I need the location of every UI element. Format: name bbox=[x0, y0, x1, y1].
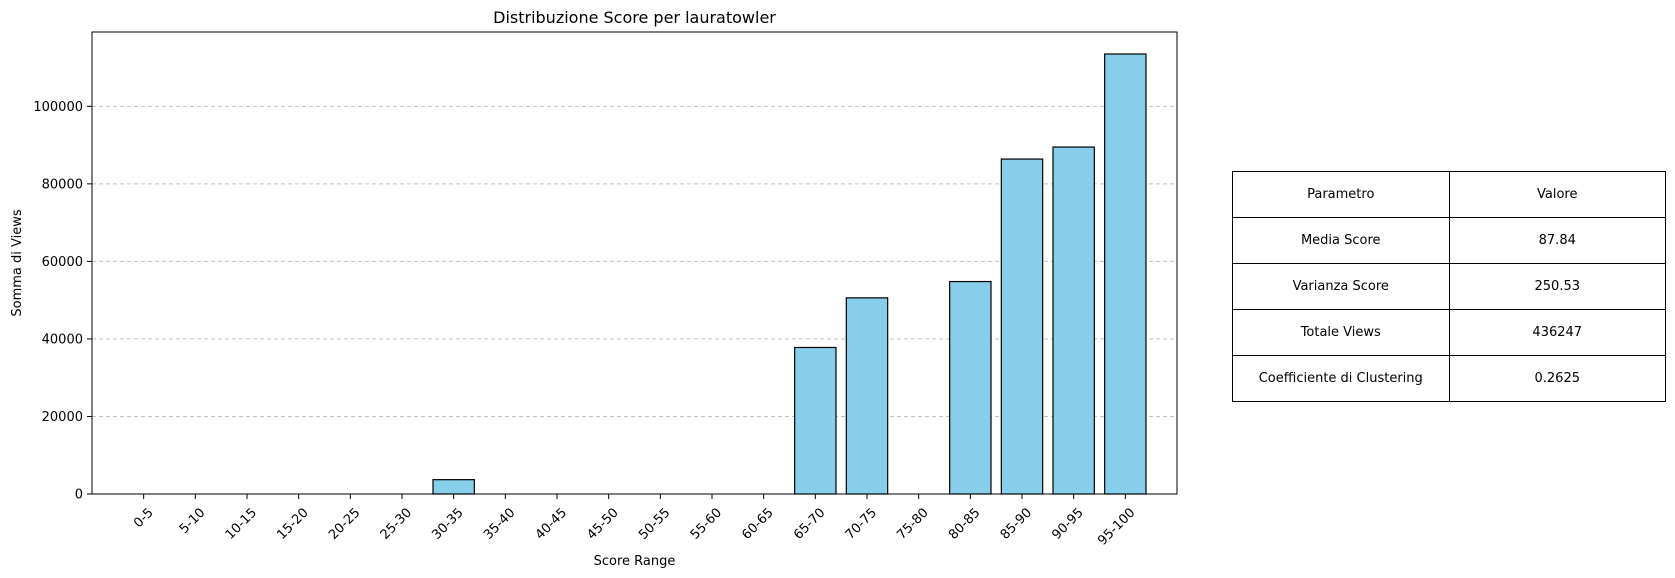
grid-lines bbox=[92, 105, 1177, 417]
x-tick-label: 20-25 bbox=[326, 505, 363, 542]
plot-frame bbox=[91, 31, 1178, 495]
y-axis-label: Somma di Views bbox=[10, 209, 25, 316]
table-cell-value: 250.53 bbox=[1448, 263, 1666, 310]
x-tick-label: 5-10 bbox=[177, 505, 208, 536]
x-tick-label: 25-30 bbox=[378, 505, 415, 542]
table-cell-parameter: Totale Views bbox=[1232, 309, 1450, 356]
table-cell-value: 87.84 bbox=[1448, 217, 1666, 264]
x-tick-label: 55-60 bbox=[688, 505, 725, 542]
bar bbox=[794, 346, 837, 495]
table-cell-value: 0.2625 bbox=[1448, 355, 1666, 402]
table-cell-parameter: Media Score bbox=[1232, 217, 1450, 264]
x-tick-label: 15-20 bbox=[274, 505, 311, 542]
x-tick-label: 0-5 bbox=[131, 505, 157, 531]
y-tick-label: 60000 bbox=[42, 255, 83, 270]
bar bbox=[845, 297, 889, 495]
x-axis-ticks: 0-5 5-10 10-15 15-20 20-25 25-30 30-35 35-40 40-… bbox=[131, 494, 1138, 549]
table-cell-parameter: Varianza Score bbox=[1232, 263, 1450, 310]
bar bbox=[432, 479, 475, 495]
x-tick-label: 10-15 bbox=[223, 505, 260, 542]
table-cell-value: 436247 bbox=[1448, 309, 1666, 356]
y-tick-label: 40000 bbox=[42, 332, 83, 347]
x-tick-label: 40-45 bbox=[533, 505, 570, 542]
bars bbox=[432, 53, 1147, 495]
x-tick-label: 30-35 bbox=[429, 505, 466, 542]
y-tick-label: 0 bbox=[75, 488, 83, 503]
x-tick-label: 65-70 bbox=[791, 505, 828, 542]
bar bbox=[1052, 146, 1095, 495]
table-cell-parameter: Coefficiente di Clustering bbox=[1232, 355, 1450, 402]
parameter-table: Parametro Valore Media Score 87.84 Varia… bbox=[1232, 171, 1666, 402]
x-tick-label: 75-80 bbox=[894, 505, 931, 542]
x-tick-label: 85-90 bbox=[998, 505, 1035, 542]
y-tick-label: 80000 bbox=[42, 177, 83, 192]
table-row: Coefficiente di Clustering 0.2625 bbox=[1232, 355, 1666, 402]
table-header-cell: Parametro bbox=[1232, 171, 1450, 218]
x-axis-label: Score Range bbox=[594, 554, 676, 569]
bar bbox=[949, 280, 992, 495]
chart-title: Distribuzione Score per lauratowler bbox=[493, 8, 776, 27]
y-tick-label: 100000 bbox=[33, 100, 83, 115]
table-row: Media Score 87.84 bbox=[1232, 217, 1666, 264]
y-tick-label: 20000 bbox=[42, 410, 83, 425]
x-tick-label: 35-40 bbox=[481, 505, 518, 542]
table-header-cell: Valore bbox=[1448, 171, 1666, 218]
x-tick-label: 70-75 bbox=[843, 505, 880, 542]
x-tick-label: 90-95 bbox=[1049, 505, 1086, 542]
table-row: Totale Views 436247 bbox=[1232, 309, 1666, 356]
y-axis-ticks: 0 20000 40000 60000 80000 100000 bbox=[33, 100, 92, 503]
bar bbox=[1000, 158, 1044, 495]
x-tick-label: 50-55 bbox=[636, 505, 673, 542]
table-row: Varianza Score 250.53 bbox=[1232, 263, 1666, 310]
table-header-row: Parametro Valore bbox=[1232, 171, 1666, 218]
x-tick-label: 60-65 bbox=[739, 505, 776, 542]
bar bbox=[1104, 53, 1147, 495]
x-tick-label: 80-85 bbox=[946, 505, 983, 542]
x-tick-label: 45-50 bbox=[584, 505, 621, 542]
x-tick-label: 95-100 bbox=[1095, 505, 1138, 548]
